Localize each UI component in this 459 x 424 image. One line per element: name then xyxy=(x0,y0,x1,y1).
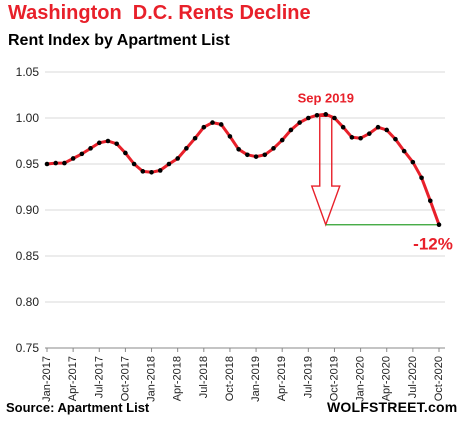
x-axis xyxy=(45,347,445,352)
x-tick-label: Oct-2020 xyxy=(433,356,445,401)
data-point xyxy=(401,148,407,154)
x-axis-tick-labels: Jan-2017 Apr-2017 Jul-2017 Oct-2017 Jan-2018… xyxy=(41,356,445,402)
chart-subtitle: Rent Index by Apartment List xyxy=(8,32,230,49)
data-point xyxy=(131,161,137,167)
series-line-group xyxy=(46,112,441,226)
x-tick-label: Apr-2018 xyxy=(172,356,184,401)
data-point xyxy=(175,156,180,161)
y-tick-label: 0.75 xyxy=(16,341,40,355)
data-point xyxy=(105,138,111,144)
y-tick-label: 1.05 xyxy=(16,65,40,79)
data-point xyxy=(245,152,250,158)
data-point xyxy=(123,150,128,156)
x-tick-label: Jan-2020 xyxy=(355,356,367,402)
y-axis-tick-labels: 0.75 0.80 0.85 0.90 0.95 1.00 1.05 xyxy=(16,65,40,355)
x-tick-label: Jul-2019 xyxy=(302,356,314,398)
data-point xyxy=(62,160,67,166)
data-point xyxy=(236,146,241,152)
data-point xyxy=(340,124,346,130)
data-point xyxy=(140,169,146,174)
data-point xyxy=(262,152,268,158)
x-tick-label: Jan-2018 xyxy=(146,356,158,402)
data-point xyxy=(436,222,442,228)
data-point xyxy=(297,120,302,125)
data-point xyxy=(166,161,172,167)
chart-title: Washington D.C. Rents Decline xyxy=(8,2,311,24)
down-arrow xyxy=(310,115,341,227)
data-point xyxy=(332,115,337,121)
data-point xyxy=(184,146,189,151)
data-point xyxy=(79,151,85,157)
data-point xyxy=(279,137,285,143)
gridlines xyxy=(45,71,445,349)
data-point xyxy=(192,135,198,141)
x-tick-label: Jan-2019 xyxy=(250,356,262,402)
x-tick-label: Apr-2020 xyxy=(381,356,393,401)
data-point xyxy=(419,175,424,181)
x-tick-label: Oct-2017 xyxy=(119,356,131,401)
data-point xyxy=(306,115,311,121)
data-point xyxy=(53,160,59,166)
annotation-decline-pct: -12% xyxy=(413,235,453,254)
x-tick-label: Jan-2017 xyxy=(41,356,53,402)
y-tick-label: 0.90 xyxy=(16,203,40,217)
data-point xyxy=(253,154,259,159)
x-tick-label: Apr-2019 xyxy=(276,356,288,401)
y-tick-label: 1.00 xyxy=(16,111,40,125)
reference-markers xyxy=(310,115,439,227)
data-point xyxy=(149,169,154,175)
x-tick-label: Oct-2019 xyxy=(328,356,340,401)
data-point xyxy=(314,112,320,118)
x-tick-label: Jul-2018 xyxy=(198,356,210,398)
data-point xyxy=(157,168,163,173)
data-point xyxy=(358,135,363,141)
data-point xyxy=(44,161,50,167)
data-points xyxy=(44,112,442,228)
data-point xyxy=(323,112,329,117)
data-point xyxy=(384,127,390,133)
data-point xyxy=(375,124,381,130)
data-point xyxy=(288,127,294,133)
data-point xyxy=(410,159,416,165)
data-point xyxy=(349,135,355,140)
x-tick-label: Apr-2017 xyxy=(67,356,79,401)
data-point xyxy=(227,134,233,139)
data-point xyxy=(96,140,102,146)
x-tick-label: Jul-2017 xyxy=(93,356,105,398)
y-tick-label: 0.80 xyxy=(16,295,40,309)
data-point xyxy=(218,122,224,127)
x-tick-label: Jul-2020 xyxy=(407,356,419,398)
data-point xyxy=(210,120,215,125)
data-point xyxy=(393,136,398,142)
data-point xyxy=(70,156,76,161)
annotations: Sep 2019 -12% xyxy=(298,90,453,253)
data-point xyxy=(427,198,433,204)
annotation-peak-date: Sep 2019 xyxy=(298,90,354,105)
y-tick-label: 0.95 xyxy=(16,157,40,171)
data-point xyxy=(271,146,276,151)
source-note: Source: Apartment List xyxy=(6,400,150,415)
data-point xyxy=(88,146,93,151)
x-tick-label: Oct-2018 xyxy=(224,356,236,401)
brand-logo-text: WOLFSTREET.com xyxy=(327,399,458,415)
series-line xyxy=(46,112,441,226)
data-point xyxy=(114,141,119,147)
y-tick-label: 0.85 xyxy=(16,249,40,263)
data-point xyxy=(201,124,207,130)
data-point xyxy=(367,131,372,136)
